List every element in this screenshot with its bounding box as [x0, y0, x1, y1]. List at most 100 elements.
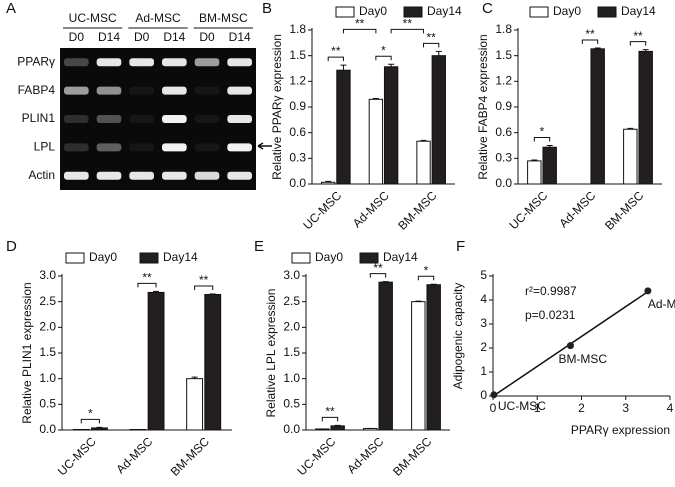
- x-tick-label: Ad-MSC: [556, 188, 598, 230]
- x-tick-label: BM-MSC: [390, 434, 435, 479]
- error-bar: [420, 139, 427, 142]
- bar: [147, 291, 165, 431]
- significance-bracket: [581, 39, 599, 44]
- gel-lane-label: D14: [229, 30, 251, 44]
- panel-label: F: [456, 238, 465, 255]
- error-bar: [546, 145, 553, 148]
- y-tick-label: 1.5: [283, 345, 300, 359]
- panel-label: E: [254, 238, 264, 255]
- panel-label: A: [6, 0, 16, 17]
- error-bar: [325, 180, 332, 183]
- bar: [426, 284, 441, 431]
- panel-label: C: [482, 0, 493, 17]
- y-tick-label: 2.5: [283, 294, 300, 308]
- gel-band: [227, 143, 252, 152]
- gel-lane-label: D0: [69, 30, 85, 44]
- gel-gene-label: FABP4: [18, 83, 56, 97]
- y-tick-label: 1.2: [289, 74, 306, 88]
- gel-band: [129, 86, 154, 95]
- error-bar: [430, 283, 437, 285]
- significance-bracket: [342, 28, 377, 34]
- legend-label: Day0: [553, 4, 581, 18]
- bar: [416, 140, 431, 185]
- y-tick-label: 0.3: [495, 151, 512, 165]
- legend-swatch: [359, 252, 379, 264]
- gel-band: [162, 58, 187, 67]
- significance-label: *: [424, 263, 429, 277]
- significance-bracket: [137, 282, 157, 288]
- gel-band: [64, 86, 89, 95]
- gel-band: [162, 86, 187, 95]
- gel-gene-label: LPL: [34, 140, 56, 154]
- y-tick-label: 2: [480, 340, 487, 354]
- y-tick-label: 1: [480, 364, 487, 378]
- error-bar: [96, 426, 103, 428]
- error-bar: [153, 290, 160, 293]
- x-tick-label: UC-MSC: [55, 434, 99, 478]
- error-bar: [594, 47, 601, 49]
- y-tick-label: 0.5: [283, 397, 300, 411]
- panel-label: B: [262, 0, 272, 17]
- x-tick-label: UC-MSC: [295, 434, 339, 478]
- significance-label: *: [381, 43, 386, 57]
- significance-label: **: [142, 271, 152, 285]
- error-bar: [642, 49, 649, 52]
- legend-label: Day0: [89, 250, 117, 264]
- x-tick-label: 0: [490, 401, 497, 415]
- y-tick-label: 5: [480, 268, 487, 282]
- y-axis-label: Relative LPL expression: [264, 289, 278, 418]
- gel-band: [64, 171, 89, 180]
- significance-bracket: [375, 55, 392, 61]
- gel-band: [227, 58, 252, 67]
- gel-background: [60, 48, 256, 190]
- gel-band: [194, 58, 220, 67]
- x-tick-label: Ad-MSC: [113, 434, 155, 476]
- significance-bracket: [423, 42, 440, 48]
- bar: [527, 160, 542, 185]
- y-tick-label: 0.0: [283, 422, 300, 436]
- y-tick-label: 3.0: [39, 268, 56, 282]
- bar: [204, 293, 222, 431]
- gel-band: [64, 115, 89, 123]
- gel-band: [227, 115, 252, 123]
- legend-label: Day0: [359, 4, 387, 18]
- legend-swatch: [291, 252, 311, 264]
- gel-band: [64, 58, 89, 67]
- legend-label: Day0: [315, 250, 343, 264]
- significance-bracket: [369, 273, 387, 278]
- point-label: Ad-MSC: [648, 297, 675, 311]
- y-tick-label: 1.5: [289, 48, 306, 62]
- legend-swatch: [139, 252, 159, 264]
- gel-lane-label: D14: [98, 30, 120, 44]
- point: [566, 342, 574, 350]
- gel-band: [96, 86, 122, 95]
- y-tick-label: 0: [480, 388, 487, 402]
- x-tick-label: 3: [622, 401, 629, 415]
- x-tick-label: UC-MSC: [507, 188, 551, 232]
- significance-label: **: [426, 31, 436, 45]
- panel-label: D: [6, 238, 17, 255]
- significance-label: **: [585, 27, 595, 41]
- y-tick-label: 1.5: [39, 345, 56, 359]
- error-bar: [372, 97, 379, 100]
- significance-bracket: [327, 56, 344, 62]
- bar: [638, 50, 653, 185]
- y-tick-label: 1.8: [495, 22, 512, 36]
- bar: [431, 55, 446, 185]
- x-tick-label: Ad-MSC: [344, 434, 386, 476]
- bar: [542, 146, 557, 185]
- gel-band: [162, 171, 187, 180]
- gel-band: [194, 143, 220, 152]
- y-tick-label: 0.5: [39, 397, 56, 411]
- gel-band: [96, 58, 122, 67]
- x-tick-label: BM-MSC: [168, 434, 213, 479]
- significance-label: **: [331, 44, 341, 58]
- y-tick-label: 0.9: [289, 99, 306, 113]
- significance-label: **: [325, 405, 335, 419]
- y-axis-label: Adipogenic capacity: [451, 283, 465, 390]
- gel-band: [162, 143, 187, 152]
- gel-band: [129, 115, 154, 123]
- error-bar: [435, 50, 442, 56]
- x-tick-label: BM-MSC: [602, 188, 647, 233]
